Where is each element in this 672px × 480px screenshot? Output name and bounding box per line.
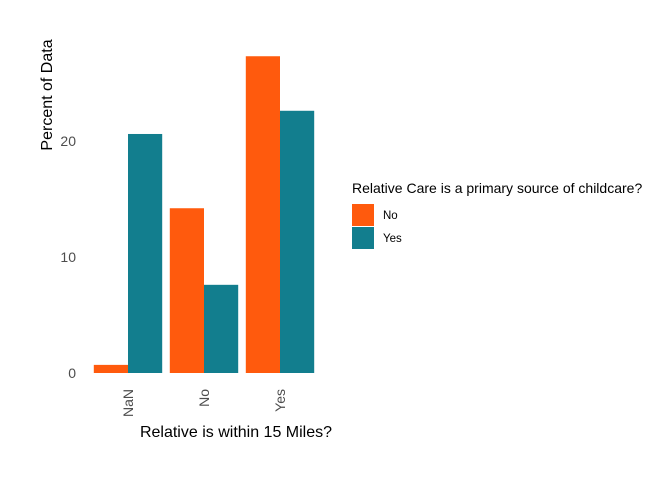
x-tick-label: Yes: [272, 389, 288, 412]
x-axis-ticks: NaN No Yes: [120, 389, 288, 417]
legend: Relative Care is a primary source of chi…: [352, 180, 642, 249]
bars-group: [93, 56, 315, 374]
x-tick-label: No: [196, 389, 212, 407]
legend-key-no: [352, 204, 374, 226]
y-tick-label: 0: [68, 365, 76, 381]
y-axis-title: Percent of Data: [39, 39, 56, 150]
legend-title: Relative Care is a primary source of chi…: [352, 180, 642, 196]
bar-nan-no: [93, 364, 128, 373]
bar-nan-yes: [128, 133, 163, 373]
bar-yes-yes: [280, 110, 315, 373]
legend-label-yes: Yes: [383, 233, 402, 245]
y-axis-ticks: 0 10 20: [60, 133, 76, 381]
legend-label-no: No: [383, 210, 398, 222]
bar-no-yes: [204, 284, 239, 373]
x-tick-label: NaN: [120, 389, 136, 417]
y-tick-label: 20: [60, 133, 76, 149]
legend-key-yes: [352, 227, 374, 249]
bar-no-no: [169, 208, 204, 373]
bar-yes-no: [245, 56, 280, 374]
x-axis-title: Relative is within 15 Miles?: [140, 424, 332, 441]
y-tick-label: 10: [60, 249, 76, 265]
